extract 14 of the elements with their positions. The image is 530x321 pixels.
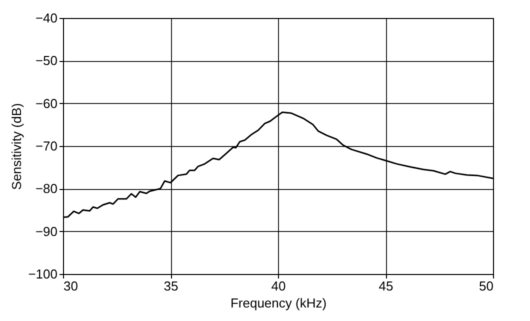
y-tick-label: −60 <box>35 96 58 111</box>
y-tick-label: −70 <box>35 138 58 154</box>
y-tick-label: −90 <box>35 224 58 239</box>
x-tick-label: 35 <box>164 278 178 294</box>
y-tick-label: −50 <box>35 53 58 68</box>
x-tick-label: 45 <box>378 278 394 294</box>
x-tick-label: 50 <box>479 278 494 294</box>
y-tick-label: −80 <box>35 181 58 196</box>
x-tick-label: 40 <box>271 278 286 294</box>
y-axis-title: Sensitivity (dB) <box>9 103 24 190</box>
x-tick-label: 30 <box>64 278 78 294</box>
y-tick-label: −40 <box>35 10 58 26</box>
y-tick-label: −100 <box>28 266 58 282</box>
x-axis-title: Frequency (kHz) <box>230 296 327 310</box>
